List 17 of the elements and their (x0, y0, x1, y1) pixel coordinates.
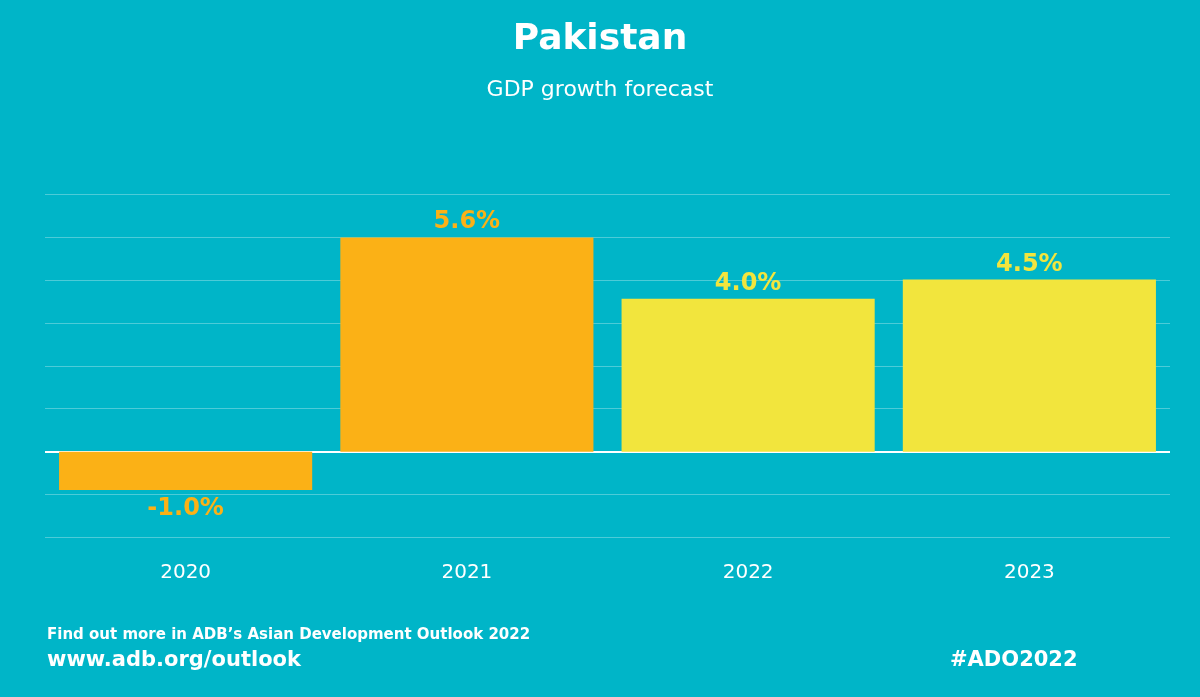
x-tick-label: 2020 (160, 559, 212, 583)
bar (902, 279, 1156, 452)
x-tick-label: 2022 (722, 559, 774, 583)
text: www.adb.org/outlook (47, 647, 302, 671)
data-label: -1.0% (147, 492, 224, 521)
chart-subtitle: GDP growth forecast (486, 75, 714, 101)
text: Find out more in ADB’s Asian Development Outlook 2022 (47, 625, 531, 643)
bar (621, 298, 875, 452)
data-label: 4.0% (714, 267, 782, 296)
x-tick-label: 2023 (1003, 559, 1055, 583)
text: #ADO2022 (950, 647, 1078, 671)
chart-title: Pakistan (512, 15, 688, 57)
bar (59, 451, 313, 490)
data-label: 5.6% (433, 206, 501, 235)
data-label: 4.5% (996, 248, 1063, 277)
bar (340, 237, 594, 452)
x-tick-label: 2021 (441, 559, 493, 583)
